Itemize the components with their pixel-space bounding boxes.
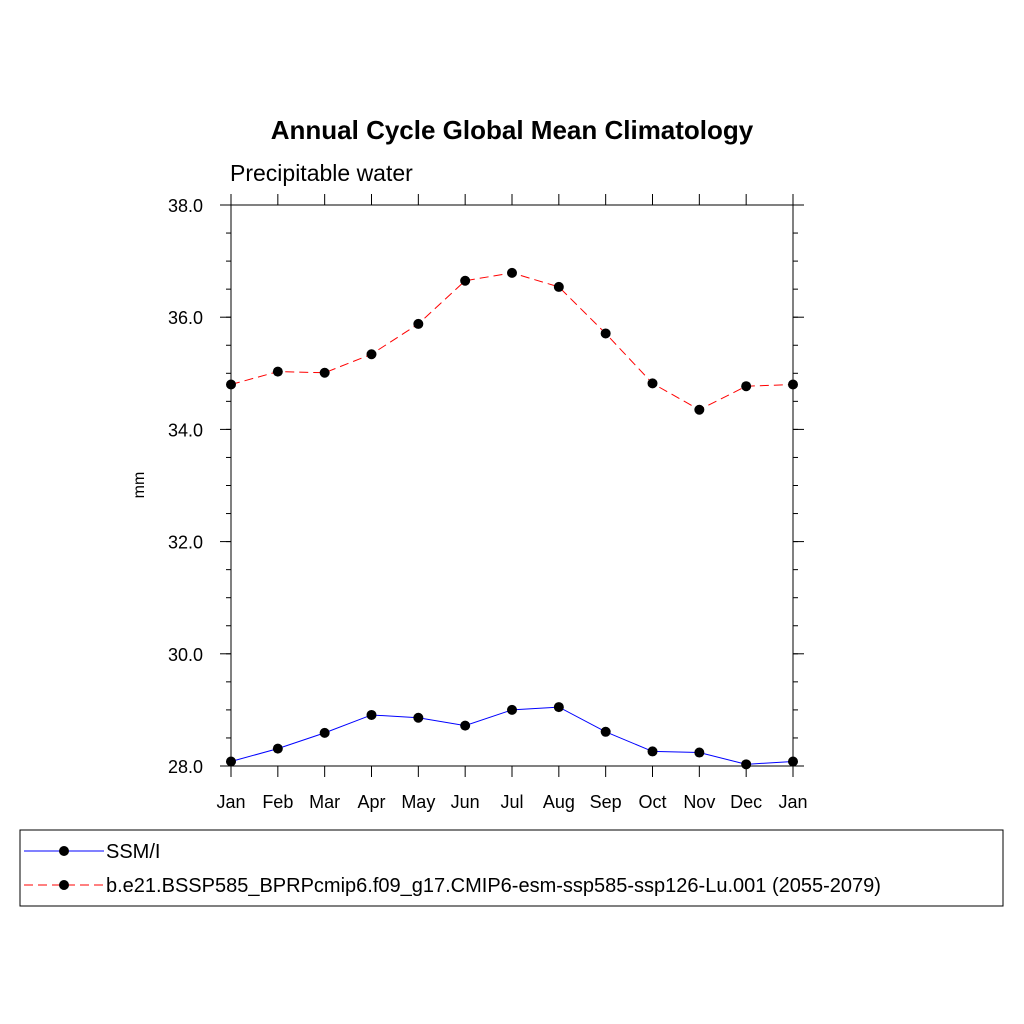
legend-item-2: b.e21.BSSP585_BPRPcmip6.f09_g17.CMIP6-es…: [24, 875, 881, 897]
data-point: [366, 349, 377, 360]
x-tick-label: Jul: [500, 792, 523, 812]
legend-marker: [59, 846, 69, 856]
x-tick-label: Aug: [543, 792, 575, 812]
data-point: [553, 281, 564, 292]
data-point: [553, 702, 564, 713]
data-point: [460, 275, 471, 286]
x-tick-label: Dec: [730, 792, 762, 812]
data-point: [272, 743, 283, 754]
x-tick-label: Mar: [309, 792, 340, 812]
legend-marker: [59, 880, 69, 890]
chart-title: Annual Cycle Global Mean Climatology: [271, 115, 754, 145]
data-point: [413, 318, 424, 329]
data-point: [741, 381, 752, 392]
series-line: [230, 706, 794, 765]
x-tick-label: Sep: [590, 792, 622, 812]
data-point: [319, 727, 330, 738]
y-tick-label: 30.0: [168, 645, 203, 665]
legend-label: SSM/I: [106, 841, 160, 863]
data-point: [507, 704, 517, 715]
x-tick-label: Jan: [216, 792, 245, 812]
tick-labels: Jan Feb Mar Apr May Jun Jul Aug Sep Oct Nov Dec Jan 2…: [168, 196, 808, 812]
x-tick-label: Feb: [262, 792, 293, 812]
plot-frame: [230, 204, 794, 767]
x-tick-label: May: [401, 792, 435, 812]
data-point: [226, 756, 236, 767]
legend-label: b.e21.BSSP585_BPRPcmip6.f09_g17.CMIP6-es…: [106, 875, 881, 897]
data-point: [272, 366, 283, 377]
data-point: [694, 747, 705, 758]
data-point: [460, 720, 471, 731]
legend-item-1: SSM/I: [24, 841, 160, 863]
chart-subtitle: Precipitable water: [230, 160, 413, 186]
series-1: [226, 702, 798, 770]
data-point: [507, 267, 517, 278]
x-tick-label: Apr: [357, 792, 385, 812]
y-tick-label: 28.0: [168, 757, 203, 777]
data-point: [647, 746, 658, 757]
data-point: [319, 367, 330, 378]
y-tick-label: 38.0: [168, 196, 203, 216]
y-axis-label: mm: [131, 472, 148, 499]
data-point: [600, 726, 611, 737]
data-point: [600, 328, 611, 339]
series-2: [226, 267, 798, 415]
x-tick-label: Jun: [451, 792, 480, 812]
data-point: [647, 378, 658, 389]
data-point: [788, 756, 798, 767]
y-tick-label: 34.0: [168, 420, 203, 440]
y-tick-label: 32.0: [168, 533, 203, 553]
data-point: [694, 404, 705, 415]
x-tick-label: Jan: [778, 792, 807, 812]
data-point: [413, 712, 424, 723]
series-line: [230, 272, 794, 411]
y-tick-label: 36.0: [168, 308, 203, 328]
data-point: [788, 379, 798, 390]
series-layer: [226, 267, 798, 770]
data-point: [226, 379, 236, 390]
data-point: [741, 759, 752, 770]
x-tick-label: Nov: [683, 792, 715, 812]
axis-ticks: [220, 194, 804, 777]
legend-box: [19, 829, 1004, 907]
data-point: [366, 709, 377, 720]
legend: SSM/I b.e21.BSSP585_BPRPcmip6.f09_g17.CMI…: [19, 829, 1004, 907]
x-tick-label: Oct: [638, 792, 666, 812]
